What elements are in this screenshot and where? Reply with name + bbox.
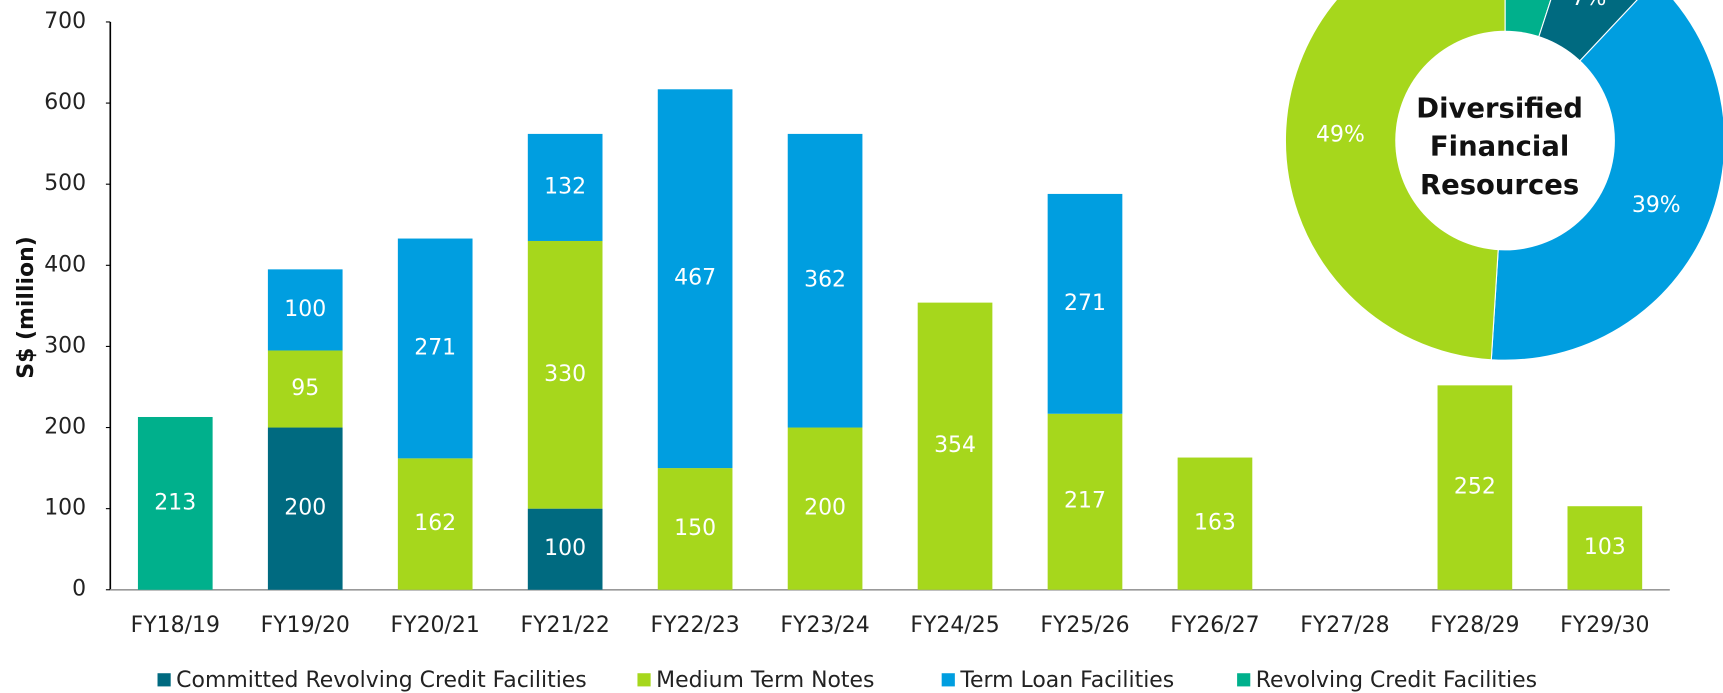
data-label: 271: [1064, 291, 1106, 316]
bar-segment: [917, 302, 993, 590]
bar-segment: [527, 508, 603, 590]
x-tick-label: FY19/20: [261, 613, 350, 638]
data-label: 100: [544, 536, 586, 561]
y-tick-label: 300: [44, 333, 86, 358]
bar-segment: [397, 458, 473, 590]
data-label: 467: [674, 266, 716, 291]
data-label: 200: [284, 496, 326, 521]
x-tick-label: FY21/22: [520, 613, 609, 638]
x-tick-label: FY28/29: [1430, 613, 1519, 638]
bar-segment: [397, 238, 473, 459]
data-label: 213: [154, 490, 196, 515]
bar-segment: [527, 133, 603, 241]
x-tick-label: FY29/30: [1560, 613, 1649, 638]
data-label: 150: [674, 516, 716, 541]
data-label: 200: [804, 496, 846, 521]
x-tick-label: FY18/19: [131, 613, 220, 638]
bar-segment: [657, 468, 733, 590]
data-label: 330: [544, 362, 586, 387]
x-tick-label: FY24/25: [910, 613, 999, 638]
bar-segment: [267, 269, 343, 351]
y-tick-label: 100: [44, 496, 86, 521]
legend-label: Revolving Credit Facilities: [1256, 668, 1537, 693]
bar-segment: [1047, 413, 1123, 590]
bar-segment: [527, 240, 603, 509]
x-tick-label: FY22/23: [650, 613, 739, 638]
data-label: 100: [284, 297, 326, 322]
legend-marker: [941, 673, 955, 687]
donut-title: Diversified: [1416, 93, 1583, 124]
legend-marker: [637, 673, 651, 687]
slice-label: 7%: [1572, 0, 1607, 11]
bar-segment: [1177, 457, 1253, 590]
data-label: 132: [544, 174, 586, 199]
y-tick-label: 200: [44, 415, 86, 440]
y-tick-label: 400: [44, 252, 86, 277]
legend-label: Term Loan Facilities: [959, 668, 1174, 693]
data-label: 95: [291, 376, 319, 401]
legend-marker: [1237, 673, 1251, 687]
data-label: 354: [934, 433, 976, 458]
x-tick-label: FY26/27: [1170, 613, 1259, 638]
bar-segment: [787, 133, 863, 428]
legend-label: Medium Term Notes: [656, 668, 874, 693]
y-tick-label: 0: [72, 577, 86, 602]
bar-segment: [1567, 506, 1643, 590]
slice-label: 49%: [1316, 122, 1365, 147]
slice-label: 39%: [1632, 193, 1681, 218]
bar-segment: [787, 427, 863, 590]
data-label: 271: [414, 335, 456, 360]
data-label: 103: [1584, 535, 1626, 560]
data-label: 252: [1454, 475, 1496, 500]
donut-hole: [1395, 30, 1615, 251]
donut-title: Financial: [1430, 132, 1569, 163]
x-tick-label: FY20/21: [391, 613, 480, 638]
bar-segment: [657, 89, 733, 469]
x-tick-label: FY27/28: [1300, 613, 1389, 638]
data-label: 162: [414, 511, 456, 536]
x-tick-label: FY25/26: [1040, 613, 1129, 638]
donut-title: Resources: [1420, 170, 1579, 201]
legend-label: Committed Revolving Credit Facilities: [176, 668, 587, 693]
x-tick-label: FY23/24: [780, 613, 869, 638]
y-axis-label: S$ (million): [14, 236, 39, 378]
legend-marker: [157, 673, 171, 687]
y-tick-label: 500: [44, 171, 86, 196]
data-label: 217: [1064, 489, 1106, 514]
bar-segment: [1047, 193, 1123, 414]
data-label: 163: [1194, 511, 1236, 536]
bar-segment: [267, 427, 343, 590]
bar-segment: [137, 416, 213, 590]
bar-segment: [267, 350, 343, 428]
y-tick-label: 600: [44, 90, 86, 115]
data-label: 362: [804, 268, 846, 293]
y-tick-label: 700: [44, 9, 86, 34]
bar-segment: [1437, 385, 1513, 590]
